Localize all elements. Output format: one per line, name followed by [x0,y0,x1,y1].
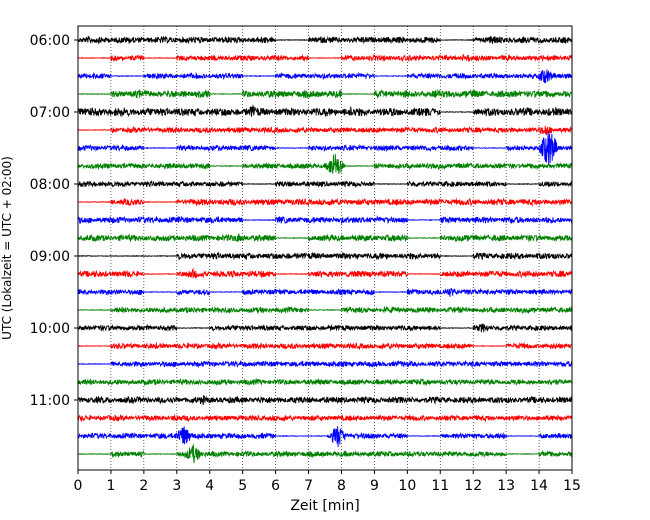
y-tick-label: 07:00 [30,105,70,121]
plot-frame [77,25,573,471]
x-tick-label: 7 [304,478,313,494]
trace-0845 [77,233,573,243]
x-tick-label: 14 [530,478,548,494]
x-tick-label: 11 [431,478,449,494]
x-tick-label: 2 [139,478,148,494]
trace-1030 [77,359,573,369]
y-axis-label: UTC (Lokalzeit = UTC + 02:00) [0,156,14,340]
x-tick-label: 12 [464,478,482,494]
x-tick-label: 3 [172,478,181,494]
trace-0715 [77,125,573,136]
x-axis-ticks: 0 1 2 3 4 5 6 7 8 9 10 11 12 13 14 15 [74,470,581,494]
trace-0700 [77,104,573,118]
trace-0930 [77,287,573,297]
trace-0730 [77,131,573,165]
trace-0630 [77,69,573,84]
trace-0615 [77,53,573,63]
y-tick-label: 10:00 [30,321,70,337]
y-tick-label: 06:00 [30,33,70,49]
x-tick-label: 6 [271,478,280,494]
trace-1015 [77,341,573,351]
trace-0830 [77,215,573,225]
x-tick-label: 1 [106,478,115,494]
x-tick-label: 9 [370,478,379,494]
trace-1145 [77,444,573,464]
x-tick-label: 15 [563,478,581,494]
trace-0800 [77,179,573,189]
x-tick-label: 5 [238,478,247,494]
trace-1000 [77,323,573,333]
trace-1045 [77,377,573,387]
x-tick-label: 8 [337,478,346,494]
seismic-traces [77,35,573,464]
x-tick-label: 0 [74,478,83,494]
y-axis-ticks: 06:00 07:00 08:00 09:00 10:00 11:00 [30,33,78,409]
trace-0600 [77,35,573,45]
grid-lines [110,26,540,470]
trace-1130 [77,426,573,448]
y-tick-label: 11:00 [30,393,70,409]
x-tick-label: 10 [398,478,416,494]
trace-0915 [77,267,573,279]
trace-0815 [77,197,573,208]
trace-0945 [77,305,573,315]
x-tick-label: 4 [205,478,214,494]
y-tick-label: 09:00 [30,249,70,265]
x-axis-label: Zeit [min] [290,498,359,514]
trace-1115 [77,413,573,423]
y-tick-label: 08:00 [30,177,70,193]
trace-0900 [77,251,573,261]
trace-0745 [77,153,573,174]
x-tick-label: 13 [497,478,515,494]
trace-0645 [77,88,573,99]
trace-1100 [77,395,573,405]
